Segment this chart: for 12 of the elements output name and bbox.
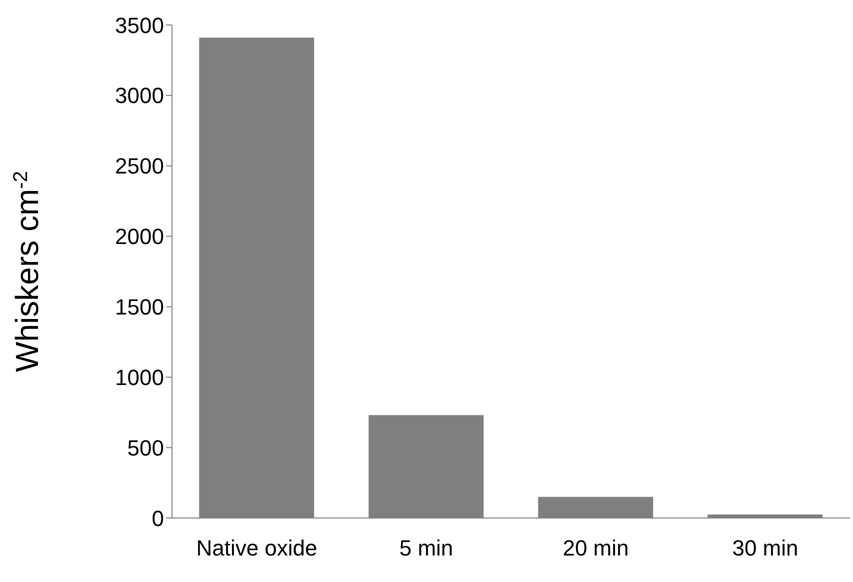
- y-tick-label: 3500: [115, 12, 164, 38]
- x-tick-label: 30 min: [732, 536, 798, 561]
- x-tick-label: 5 min: [399, 536, 454, 561]
- y-tick-label: 1500: [115, 294, 164, 320]
- y-tick-label: 500: [127, 435, 164, 460]
- y-tick-label: 2500: [115, 154, 164, 179]
- y-tick-label: 3000: [115, 83, 164, 108]
- y-tick-label: 1000: [115, 364, 164, 390]
- y-tick-label: 2000: [115, 224, 164, 250]
- x-tick-label: Native oxide: [196, 536, 318, 561]
- y-tick-label: 0: [152, 506, 164, 531]
- x-tick-label: 20 min: [562, 536, 629, 561]
